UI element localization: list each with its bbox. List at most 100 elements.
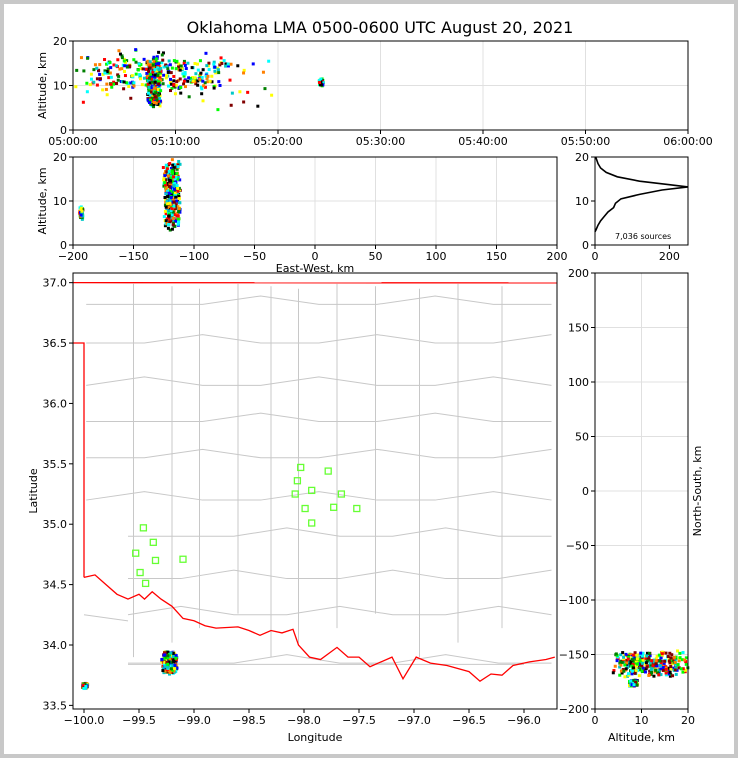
source-point — [153, 73, 157, 77]
altitude-profile-line — [594, 156, 689, 233]
source-point — [165, 217, 169, 221]
source-point — [105, 70, 109, 74]
source-point — [156, 89, 160, 93]
lma-station-marker — [179, 555, 187, 563]
source-point — [167, 660, 171, 664]
source-point — [648, 661, 652, 665]
x-tick-label: 05:00:00 — [48, 135, 97, 148]
source-point — [129, 96, 133, 100]
source-point — [204, 74, 208, 78]
source-point — [218, 83, 222, 87]
county-boundary — [86, 491, 552, 501]
source-point — [621, 668, 625, 672]
source-point — [109, 66, 113, 70]
x-axis-label: East-West, km — [276, 262, 354, 275]
source-point — [171, 655, 175, 659]
source-point — [188, 76, 192, 80]
source-point — [182, 59, 186, 63]
source-point — [176, 189, 180, 193]
source-point — [643, 670, 647, 674]
x-tick-label: 0 — [592, 250, 599, 263]
source-point — [172, 218, 176, 222]
y-axis-label: North-South, km — [691, 446, 704, 537]
labels-layer: 05:00:00 05:10:00 05:20:00 05:30:00 05:40:00… — [27, 35, 713, 744]
source-point — [169, 189, 173, 193]
source-point — [681, 670, 685, 674]
source-point — [256, 104, 260, 108]
source-point — [203, 85, 207, 89]
source-point — [117, 74, 121, 78]
source-point — [107, 76, 111, 80]
source-point — [672, 655, 676, 659]
source-point — [153, 95, 157, 99]
source-point — [177, 62, 181, 66]
source-point — [630, 672, 634, 676]
x-tick-label: −50 — [243, 250, 266, 263]
source-point — [199, 71, 203, 75]
source-point — [172, 74, 176, 78]
source-point — [173, 194, 177, 198]
source-point — [150, 80, 154, 84]
source-point — [178, 77, 182, 81]
source-point — [158, 76, 162, 80]
source-point — [153, 86, 157, 90]
source-point — [132, 84, 136, 88]
source-point — [164, 76, 168, 80]
source-point — [620, 671, 624, 675]
source-point — [201, 99, 205, 103]
source-point — [158, 78, 162, 82]
source-point — [217, 71, 221, 75]
source-point — [194, 72, 198, 76]
source-point — [658, 664, 662, 668]
source-point — [195, 62, 199, 66]
source-point — [193, 78, 197, 82]
north-south-frame — [594, 272, 689, 710]
county-boundary — [86, 412, 552, 423]
source-point — [622, 657, 626, 661]
source-point — [165, 170, 169, 174]
source-point — [635, 653, 639, 657]
y-tick-label: −50 — [566, 540, 589, 553]
source-point — [164, 183, 168, 187]
source-point — [172, 175, 176, 179]
source-point — [631, 669, 635, 673]
source-point — [141, 67, 145, 71]
source-point — [103, 71, 107, 75]
source-point — [177, 194, 181, 198]
source-point — [156, 102, 160, 106]
source-point — [667, 672, 671, 676]
source-point — [109, 75, 113, 79]
y-tick-label: 200 — [568, 267, 589, 280]
source-point — [170, 180, 174, 184]
y-tick-label: 150 — [568, 322, 589, 335]
source-point — [164, 205, 168, 209]
x-tick-label: −96.5 — [452, 714, 486, 727]
y-tick-label: 36.5 — [43, 337, 68, 350]
lma-station-marker — [297, 463, 305, 472]
source-point — [168, 658, 172, 662]
source-point — [652, 660, 656, 664]
source-point — [654, 659, 658, 663]
source-point — [108, 61, 112, 65]
source-point — [222, 59, 226, 63]
source-point — [152, 55, 156, 59]
source-point — [639, 661, 643, 665]
source-point — [645, 651, 649, 655]
x-tick-label: 50 — [369, 250, 383, 263]
source-point — [163, 669, 167, 673]
source-point — [649, 672, 653, 676]
source-point — [242, 68, 246, 72]
source-point — [146, 82, 150, 86]
source-point — [164, 219, 168, 223]
source-point — [124, 81, 128, 85]
source-point — [619, 663, 623, 667]
source-point — [642, 668, 646, 672]
source-point — [140, 83, 144, 87]
source-point — [146, 62, 150, 66]
source-point — [152, 65, 156, 69]
y-tick-label: 10 — [575, 195, 589, 208]
county-boundary — [86, 295, 552, 305]
source-point — [661, 668, 665, 672]
lma-station-marker — [293, 477, 302, 485]
x-tick-label: −99.5 — [122, 714, 156, 727]
